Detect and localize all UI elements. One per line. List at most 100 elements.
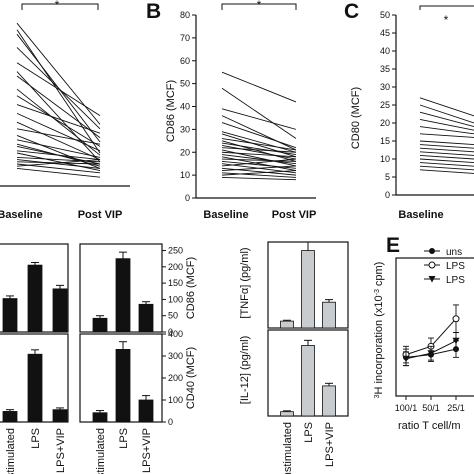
right-top-bar-2 [138, 303, 154, 333]
panel-b-pair-line-23 [221, 170, 297, 176]
panel-c-tick-label: 25 [380, 100, 390, 110]
panel-e-legend-label-0: uns [446, 247, 462, 258]
panel-b-tick-label: 30 [180, 124, 190, 134]
panel-c-star: * [444, 13, 449, 27]
right-bottom-bar-0 [92, 412, 108, 423]
panel-b-xlabel-baseline: Baseline [203, 209, 248, 221]
panel-b-pair-line-6 [221, 133, 297, 158]
panel-b-pair-line-13 [221, 151, 297, 158]
panel-c-pair-line-4 [419, 126, 474, 135]
right-bottom-bar-2 [138, 399, 154, 423]
panel-c-tick-label: 20 [380, 118, 390, 128]
cytokine-category-label-0: unstimulated [282, 422, 294, 474]
panel-e-lines [402, 304, 460, 367]
panel-c-tick-label: 10 [380, 154, 390, 164]
cd40-tick-label: 400 [168, 329, 183, 339]
panel-e-point-2-2 [452, 337, 460, 345]
panel-b-tick-label: 80 [180, 10, 190, 20]
tnf-bar-0 [280, 320, 294, 329]
panel-e-legend-label-1: LPS [446, 261, 465, 272]
cd40-ylabel: CD40 (MCF) [185, 347, 197, 409]
right-category-label-2: LPS+VIP [141, 428, 153, 473]
panel-c-tick-label: 50 [380, 10, 390, 20]
panel-a-pair-line-4 [16, 62, 101, 116]
cd86-ylabel: CD86 (MCF) [185, 257, 197, 319]
panel-c-pair-line-13 [419, 165, 474, 171]
left-bottom-bar-0 [2, 411, 18, 423]
cd86-tick-label: 0 [168, 327, 173, 337]
panel-a-xlabel-post: Post VIP [78, 209, 123, 221]
il12-bar-1 [301, 345, 315, 417]
panel-b-pair-line-19 [221, 158, 297, 167]
panel-e-ylabel: 3H incorporation (x10-3 cpm) [373, 262, 385, 399]
panel-a: * Baseline Post VIP [0, 0, 130, 221]
cytokine-bars [280, 241, 336, 417]
cytokine-category-label-2: LPS+VIP [324, 422, 336, 467]
panel-e-plot-box [395, 257, 474, 397]
il12-ylabel: [IL-12] (pg/ml) [239, 336, 251, 404]
tnf-bar-1 [301, 250, 315, 329]
cd40-tick-label: 200 [168, 373, 183, 383]
panel-b-letter: B [146, 0, 161, 23]
panel-a-lines [16, 22, 101, 178]
panel-c-tick-label: 0 [385, 190, 390, 200]
panel-e-letter: E [386, 234, 400, 257]
panel-c-pair-line-7 [419, 144, 474, 149]
panel-b-pair-line-22 [221, 172, 297, 178]
panel-e-legend-label-2: LPS [446, 275, 465, 286]
panel-c-pair-line-14 [419, 169, 474, 174]
panel-a-pair-line-20 [16, 159, 101, 169]
panel-c-pair-line-5 [419, 133, 474, 138]
panel-c-lines [419, 97, 474, 174]
panel-a-pair-line-14 [16, 139, 101, 158]
panel-b-y-ticks: 0 10 20 30 40 50 60 70 80 [180, 10, 196, 203]
il12-bar-0 [280, 411, 294, 417]
right-category-label-1: LPS [118, 428, 130, 449]
panel-b-tick-label: 50 [180, 79, 190, 89]
cd86-tick-label: 50 [168, 311, 178, 321]
il12-bar-2 [322, 385, 336, 417]
cytokine-category-label-1: LPS [303, 422, 315, 443]
panel-e-legend-marker-1 [428, 261, 436, 269]
left-bottom-bar-2 [52, 409, 68, 423]
panel-a-star: * [55, 0, 60, 12]
panel-c-pair-line-0 [419, 97, 474, 117]
left-category-label-1: LPS [30, 428, 42, 449]
panel-c-tick-label: 45 [380, 28, 390, 38]
panel-cytokine: [TNFα] (pg/ml) [IL-12] (pg/ml) unstimula… [239, 241, 349, 474]
panel-c-pair-line-10 [419, 154, 474, 160]
panel-b-tick-label: 60 [180, 56, 190, 66]
panel-a-pair-line-8 [16, 95, 101, 147]
panel-e-legend: uns LPS LPS [424, 247, 465, 286]
tnf-bar-2 [322, 301, 336, 329]
panel-b-tick-label: 40 [180, 102, 190, 112]
panel-d-bars [2, 251, 154, 423]
panel-c-sig-bracket [419, 5, 474, 10]
panel-c-tick-label: 15 [380, 136, 390, 146]
panel-c-tick-label: 40 [380, 46, 390, 56]
panel-b-pair-line-9 [221, 142, 297, 155]
panel-b-pair-line-3 [221, 115, 297, 151]
panel-b: B CD86 (MCF) 0 10 20 30 40 50 60 70 80 * Baselin… [146, 0, 316, 221]
panel-c-pair-line-1 [419, 104, 474, 124]
panel-a-pair-line-0 [16, 22, 101, 125]
cytokine-category-labels: unstimulated LPS LPS+VIP [282, 422, 336, 474]
panel-c-pair-line-6 [419, 140, 474, 146]
panel-b-lines [221, 71, 297, 181]
panel-a-pair-line-1 [16, 29, 101, 154]
panel-a-pair-line-9 [16, 104, 101, 134]
left-top-bar-0 [2, 298, 18, 333]
panel-b-pair-line-2 [221, 108, 297, 130]
panel-c-tick-label: 5 [385, 172, 390, 182]
cd40-tick-label: 0 [168, 417, 173, 427]
panel-b-tick-label: 20 [180, 147, 190, 157]
panel-e-x-tick-label-0: 100/1 [395, 403, 418, 413]
panel-e-point-1-2 [452, 315, 460, 323]
panel-d-category-labels: unstimulated LPS LPS+VIP unstimulated LPS LPS… [5, 428, 153, 474]
panel-b-sig-bracket [221, 3, 297, 10]
panel-c-tick-label: 30 [380, 82, 390, 92]
panel-a-pair-line-3 [16, 47, 101, 130]
panel-a-pair-line-18 [16, 152, 101, 172]
panel-b-ylabel: CD86 (MCF) [165, 80, 177, 142]
